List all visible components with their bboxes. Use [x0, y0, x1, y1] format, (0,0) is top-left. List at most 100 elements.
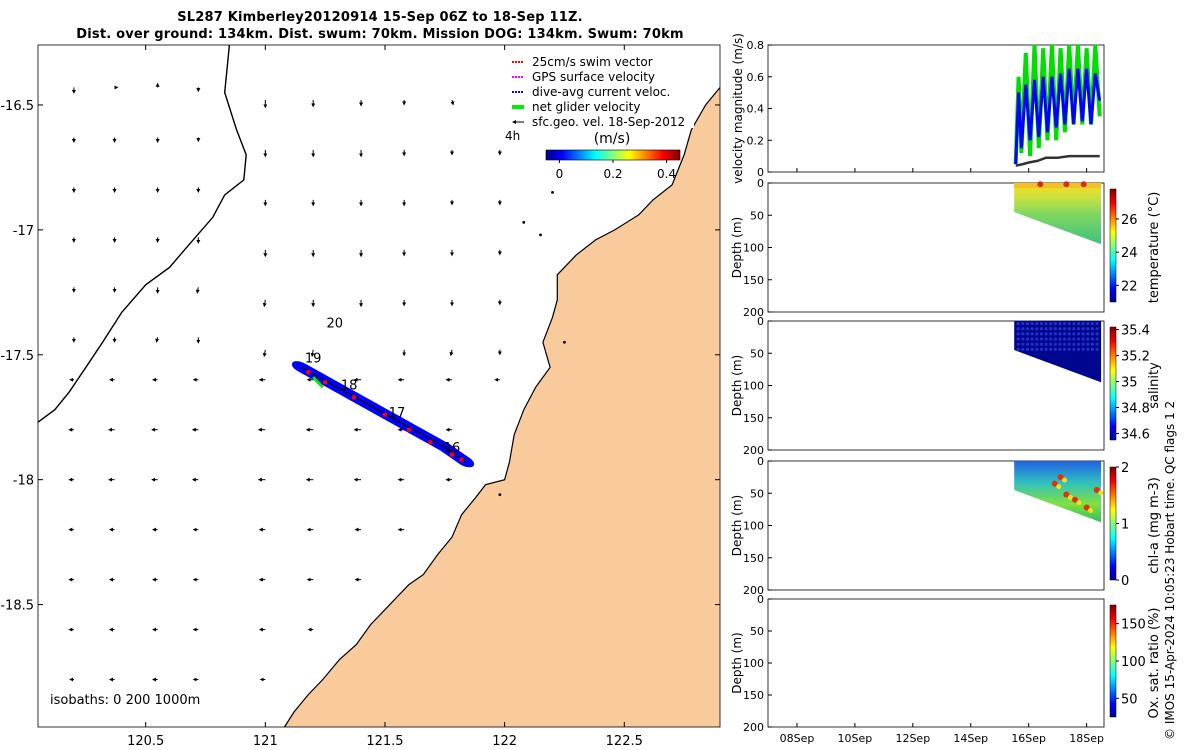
salinity-sample [1095, 321, 1099, 326]
legend-background [504, 52, 694, 128]
track-day-label: 17 [389, 406, 406, 421]
chl-max-mark [1093, 487, 1100, 494]
depth-y-tick-label: 100 [743, 657, 764, 670]
salinity-sample [1053, 321, 1057, 326]
salinity-sample [1058, 342, 1062, 346]
colorbar-label: (m/s) [594, 131, 631, 147]
profile-colorbar-tick-label: 100 [1121, 655, 1146, 670]
salinity-sample [1039, 321, 1044, 326]
profile-colorbar [1109, 188, 1117, 303]
chl-mid-mark [1056, 484, 1062, 490]
legend-label: dive-avg current veloc. [532, 85, 670, 99]
duration-label: 4h [505, 129, 520, 143]
salinity-sample [1053, 347, 1057, 351]
profile-colorbar [1109, 326, 1117, 441]
salinity-sample [1053, 327, 1057, 331]
speed-colorbar [545, 149, 681, 161]
salinity-sample [1081, 337, 1085, 341]
depth-y-tick-label: 0 [757, 315, 764, 328]
x-tick-label: 122 [492, 734, 517, 749]
colorbar-tick-label: 0.2 [603, 167, 622, 181]
y-tick-label: -18 [13, 474, 34, 489]
profile-colorbar-tick-label: 35.2 [1121, 350, 1150, 365]
salinity-sample [1058, 321, 1062, 326]
salinity-sample [1072, 337, 1076, 341]
salinity-sample [1067, 342, 1071, 346]
chl-max-mark [1072, 496, 1079, 503]
chl-max-mark [1057, 474, 1064, 481]
salinity-sample [1035, 332, 1039, 336]
salinity-sample [1039, 332, 1044, 336]
depth-y-tick-label: 200 [743, 584, 764, 597]
depth-y-tick-label: 150 [743, 274, 764, 287]
legend-label: net glider velocity [532, 100, 640, 114]
y-tick-label: -17 [13, 224, 34, 239]
chl-mid-mark [1062, 477, 1068, 483]
salinity-sample [1035, 327, 1039, 331]
depth-y-tick-label: 200 [743, 306, 764, 319]
salinity-sample [1058, 337, 1062, 341]
salinity-sample [1030, 327, 1034, 331]
depth-y-tick-label: 200 [743, 721, 764, 734]
chl-mid-mark [1067, 495, 1073, 501]
time-x-tick-label: 10Sep [838, 732, 873, 745]
profile-colorbar-label: salinity [1147, 362, 1162, 409]
salinity-sample [1090, 342, 1095, 346]
chl-mid-mark [1088, 507, 1094, 513]
swim-vector-mark [351, 395, 356, 400]
chl-max-mark [1051, 480, 1058, 487]
velocity-series-line [1014, 68, 1102, 165]
salinity-sample [1090, 332, 1095, 336]
legend-label: sfc.geo. vel. 18-Sep-2012 [532, 115, 685, 129]
x-tick-label: 121 [253, 734, 278, 749]
time-x-tick-label: 18Sep [1069, 732, 1104, 745]
salinity-sample [1072, 327, 1076, 331]
salinity-sample [1049, 321, 1053, 326]
profile-colorbar-tick-label: 2 [1121, 461, 1129, 476]
velocity-y-tick-label: 0.8 [747, 39, 765, 52]
salinity-sample [1067, 347, 1071, 351]
salinity-sample [1021, 321, 1025, 326]
geostrophic-vector [195, 287, 200, 294]
profile-colorbar-tick-label: 0 [1121, 574, 1129, 589]
profile-colorbar-tick-label: 50 [1121, 692, 1138, 707]
chl-mid-mark [1098, 490, 1104, 496]
salinity-sample [1053, 342, 1057, 346]
salinity-sample [1086, 321, 1090, 326]
salinity-sample [1049, 337, 1053, 341]
salinity-sample [1067, 321, 1071, 326]
salinity-sample [1025, 347, 1030, 351]
geostrophic-vector [450, 99, 455, 106]
x-tick-label: 120.5 [127, 734, 164, 749]
salinity-sample [1044, 327, 1048, 331]
colorbar-tick-label: 0 [556, 167, 564, 181]
isobath-200m-line [37, 44, 247, 423]
hot-spot [1037, 181, 1044, 188]
depth-y-tick-label: 0 [757, 177, 764, 190]
salinity-sample [1035, 347, 1039, 351]
salinity-sample [1030, 332, 1034, 336]
salinity-sample [1086, 332, 1090, 336]
island [551, 190, 554, 194]
velocity-ylabel: velocity magnitude (m/s) [731, 33, 745, 184]
hot-spot [1063, 181, 1070, 188]
depth-y-tick-label: 50 [750, 487, 764, 500]
salinity-sample [1049, 332, 1053, 336]
track-day-label: 20 [326, 316, 343, 331]
salinity-sample [1081, 332, 1085, 336]
salinity-sample [1049, 327, 1053, 331]
profile-colorbar-tick-label: 34.8 [1121, 402, 1150, 417]
depth-ylabel: Depth (m) [730, 355, 744, 416]
track-day-label: 19 [305, 351, 322, 366]
island [498, 493, 502, 497]
salinity-sample [1072, 342, 1076, 346]
salinity-sample [1063, 332, 1067, 336]
coastline [283, 87, 721, 728]
depth-y-tick-label: 50 [750, 209, 764, 222]
velocity-y-tick-label: 0.2 [747, 134, 765, 147]
salinity-sample [1025, 337, 1030, 341]
profile-colorbar-tick-label: 34.6 [1121, 428, 1150, 443]
chl-mid-mark [1076, 500, 1082, 506]
salinity-sample [1030, 337, 1034, 341]
